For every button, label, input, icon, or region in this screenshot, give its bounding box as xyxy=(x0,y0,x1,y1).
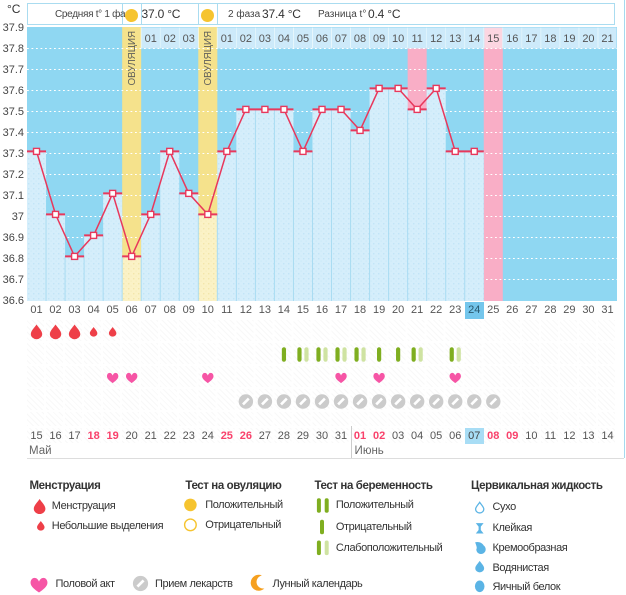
svg-text:16: 16 xyxy=(506,33,518,45)
svg-text:17: 17 xyxy=(525,33,537,45)
svg-text:12: 12 xyxy=(430,33,442,45)
svg-text:03: 03 xyxy=(183,33,195,45)
svg-text:18: 18 xyxy=(544,33,556,45)
svg-text:20: 20 xyxy=(582,33,594,45)
svg-text:09: 09 xyxy=(373,33,385,45)
svg-text:14: 14 xyxy=(468,33,480,45)
svg-text:13: 13 xyxy=(449,33,461,45)
svg-text:ОВУЛЯЦИЯ: ОВУЛЯЦИЯ xyxy=(203,30,214,85)
svg-text:ОВУЛЯЦИЯ: ОВУЛЯЦИЯ xyxy=(127,30,138,85)
svg-text:01: 01 xyxy=(221,33,233,45)
svg-text:10: 10 xyxy=(392,33,404,45)
svg-text:08: 08 xyxy=(354,33,366,45)
svg-text:01: 01 xyxy=(145,33,157,45)
svg-text:02: 02 xyxy=(164,33,176,45)
svg-text:04: 04 xyxy=(278,33,290,45)
svg-text:21: 21 xyxy=(601,33,613,45)
svg-text:07: 07 xyxy=(335,33,347,45)
svg-text:05: 05 xyxy=(297,33,309,45)
svg-text:02: 02 xyxy=(240,33,252,45)
svg-text:15: 15 xyxy=(487,33,499,45)
svg-text:19: 19 xyxy=(563,33,575,45)
svg-text:11: 11 xyxy=(411,33,422,45)
svg-text:03: 03 xyxy=(259,33,271,45)
svg-text:06: 06 xyxy=(316,33,328,45)
